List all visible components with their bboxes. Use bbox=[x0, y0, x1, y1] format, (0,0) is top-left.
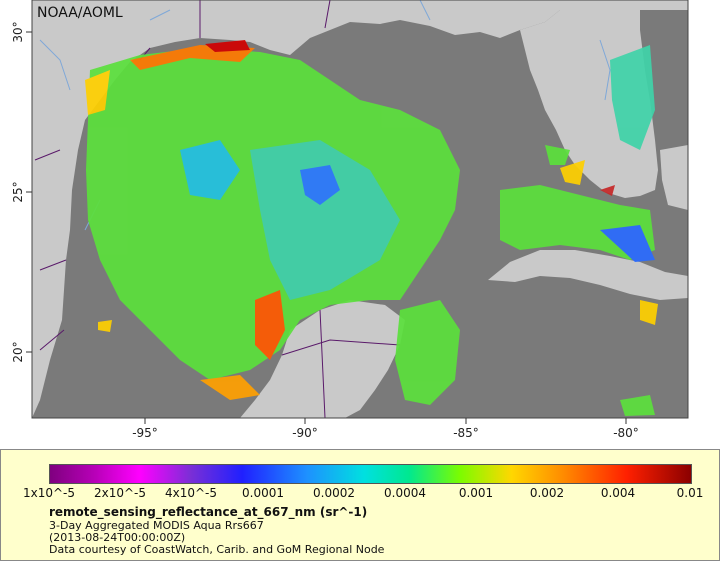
lat-tick-label: 20° bbox=[11, 341, 25, 362]
lon-tick-label: -80° bbox=[613, 426, 639, 440]
colorbar bbox=[49, 464, 692, 484]
lon-tick-label: -90° bbox=[292, 426, 318, 440]
state-borders bbox=[34, 0, 401, 418]
colorbar-label: 0.001 bbox=[458, 486, 494, 500]
credit-label: NOAA/AOML bbox=[37, 5, 123, 21]
lat-tick-label: 30° bbox=[11, 21, 25, 42]
data-credit: Data courtesy of CoastWatch, Carib. and … bbox=[49, 543, 385, 556]
colorbar-label: 0.0002 bbox=[313, 486, 355, 500]
map-canvas[interactable]: -95° -90° -85° -80° 30° 25° 20° bbox=[0, 0, 720, 448]
us-land bbox=[32, 0, 688, 418]
lon-tick-label: -95° bbox=[132, 426, 158, 440]
lat-axis: 30° 25° 20° bbox=[11, 21, 32, 363]
rivers bbox=[39, 0, 611, 231]
plot-frame bbox=[31, 0, 689, 419]
colorbar-label: 0.01 bbox=[676, 486, 704, 500]
variable-name: remote_sensing_reflectance_at_667_nm (sr… bbox=[49, 505, 368, 519]
colorbar-label: 0.0004 bbox=[384, 486, 426, 500]
lon-axis: -95° -90° -85° -80° bbox=[132, 418, 639, 440]
dataset-title: 3-Day Aggregated MODIS Aqua Rrs667 bbox=[49, 519, 264, 532]
colorbar-label: 0.0001 bbox=[242, 486, 284, 500]
colorbar-label: 0.002 bbox=[529, 486, 565, 500]
cuba-land bbox=[488, 250, 688, 300]
lat-tick-label: 25° bbox=[11, 181, 25, 202]
colorbar-label: 0.004 bbox=[600, 486, 636, 500]
colorbar-label: 2x10^-5 bbox=[93, 486, 147, 500]
colorbar-label: 4x10^-5 bbox=[164, 486, 218, 500]
dataset-time: (2013-08-24T00:00:00Z) bbox=[49, 531, 186, 544]
lon-tick-label: -85° bbox=[453, 426, 479, 440]
legend-panel: 1x10^-5 2x10^-5 4x10^-5 0.0001 0.0002 0.… bbox=[0, 449, 720, 561]
bahamas-land bbox=[660, 145, 688, 210]
colorbar-label: 1x10^-5 bbox=[22, 486, 76, 500]
reflectance-overlay bbox=[85, 40, 658, 416]
